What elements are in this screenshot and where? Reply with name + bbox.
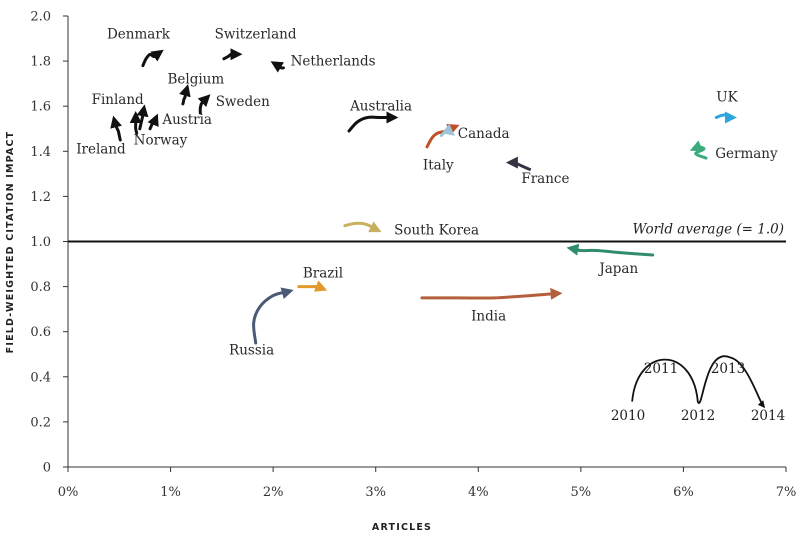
label-norway: Norway: [134, 133, 188, 149]
series-france-trajectory: [505, 156, 532, 171]
y-tick-label-0: 0: [43, 461, 51, 476]
x-ticks: 0% 1% 2% 3% 4% 5% 6% 7%: [58, 467, 797, 500]
series-australia-trajectory: [347, 111, 399, 133]
series-south-korea-trajectory: [343, 221, 382, 233]
x-tick-label-6: 6%: [673, 485, 694, 500]
label-austria: Austria: [161, 112, 212, 128]
series-denmark-trajectory: [141, 49, 164, 68]
x-tick-label-4: 4%: [468, 485, 489, 500]
legend-year-2013: 2013: [711, 361, 745, 377]
x-tick-label-1: 1%: [160, 485, 181, 500]
x-tick-label-2: 2%: [263, 485, 284, 500]
legend-year-2010: 2010: [611, 408, 645, 424]
series-india-trajectory: [420, 287, 563, 300]
series-russia-trajectory: [252, 287, 294, 345]
label-france: France: [521, 171, 569, 187]
label-japan: Japan: [597, 261, 638, 277]
y-tick-label-4: 0.8: [30, 280, 51, 295]
label-belgium: Belgium: [167, 72, 224, 88]
x-tick-label-7: 7%: [776, 485, 797, 500]
y-ticks: 0 0.2 0.4 0.6 0.8 1.0 1.2 1.4 1.6 1.8 2.0: [30, 10, 68, 476]
label-india: India: [471, 308, 506, 324]
legend-year-2011: 2011: [644, 361, 678, 377]
label-germany: Germany: [715, 146, 778, 162]
y-tick-label-2: 0.4: [30, 370, 51, 385]
label-canada: Canada: [458, 126, 510, 142]
series-brazil-trajectory: [297, 280, 328, 292]
series-germany-trajectory: [689, 140, 708, 160]
series-uk-trajectory: [714, 111, 737, 124]
y-tick-label-9: 1.8: [30, 55, 51, 70]
legend-curve: [631, 355, 766, 409]
series-ireland-trajectory: [110, 115, 122, 142]
series-belgium-trajectory: [179, 84, 191, 106]
x-tick-label-3: 3%: [365, 485, 386, 500]
y-tick-label-8: 1.6: [30, 100, 51, 115]
series-italy-trajectory: [439, 123, 455, 137]
y-tick-label-5: 1.0: [30, 235, 51, 250]
y-tick-label-1: 0.2: [30, 415, 51, 430]
legend-year-2012: 2012: [681, 408, 715, 424]
country-labels-layer: Denmark Switzerland Netherlands Belgium Swed…: [76, 27, 778, 359]
axes-layer: 0% 1% 2% 3% 4% 5% 6% 7% 0 0.2 0.4 0.6 0.8 1.0 1.2 1.4 1…: [30, 10, 796, 501]
label-ireland: Ireland: [76, 142, 126, 158]
label-uk: UK: [716, 90, 738, 106]
x-tick-label-5: 5%: [571, 485, 592, 500]
label-south-korea: South Korea: [394, 223, 479, 239]
label-australia: Australia: [349, 99, 412, 115]
label-russia: Russia: [229, 342, 274, 358]
x-axis-title: ARTICLES: [372, 522, 432, 533]
series-layer: [110, 48, 737, 345]
series-switzerland-trajectory: [222, 48, 243, 61]
series-norway-trajectory: [129, 110, 142, 135]
series-japan-trajectory: [566, 243, 655, 257]
label-finland: Finland: [92, 92, 144, 108]
label-sweden: Sweden: [216, 94, 270, 110]
y-axis-title: FIELD-WEIGHTED CITATION IMPACT: [5, 131, 16, 354]
world-average-label: World average (= 1.0): [633, 222, 785, 238]
label-netherlands: Netherlands: [291, 54, 376, 70]
label-italy: Italy: [423, 157, 454, 173]
label-brazil: Brazil: [303, 266, 343, 282]
y-tick-label-10: 2.0: [30, 10, 51, 25]
y-tick-label-3: 0.6: [30, 325, 51, 340]
legend-year-2014: 2014: [751, 408, 785, 424]
series-sweden-trajectory: [197, 94, 211, 115]
legend: 2010 2011 2012 2013 2014: [611, 355, 785, 424]
series-netherlands-trajectory: [270, 61, 285, 73]
y-tick-label-7: 1.4: [30, 145, 51, 160]
label-denmark: Denmark: [107, 27, 171, 43]
series-austria-trajectory: [147, 113, 159, 131]
y-tick-label-6: 1.2: [30, 190, 51, 205]
x-tick-label-0: 0%: [58, 485, 79, 500]
label-switzerland: Switzerland: [215, 27, 297, 43]
series-finland-trajectory: [136, 104, 149, 131]
